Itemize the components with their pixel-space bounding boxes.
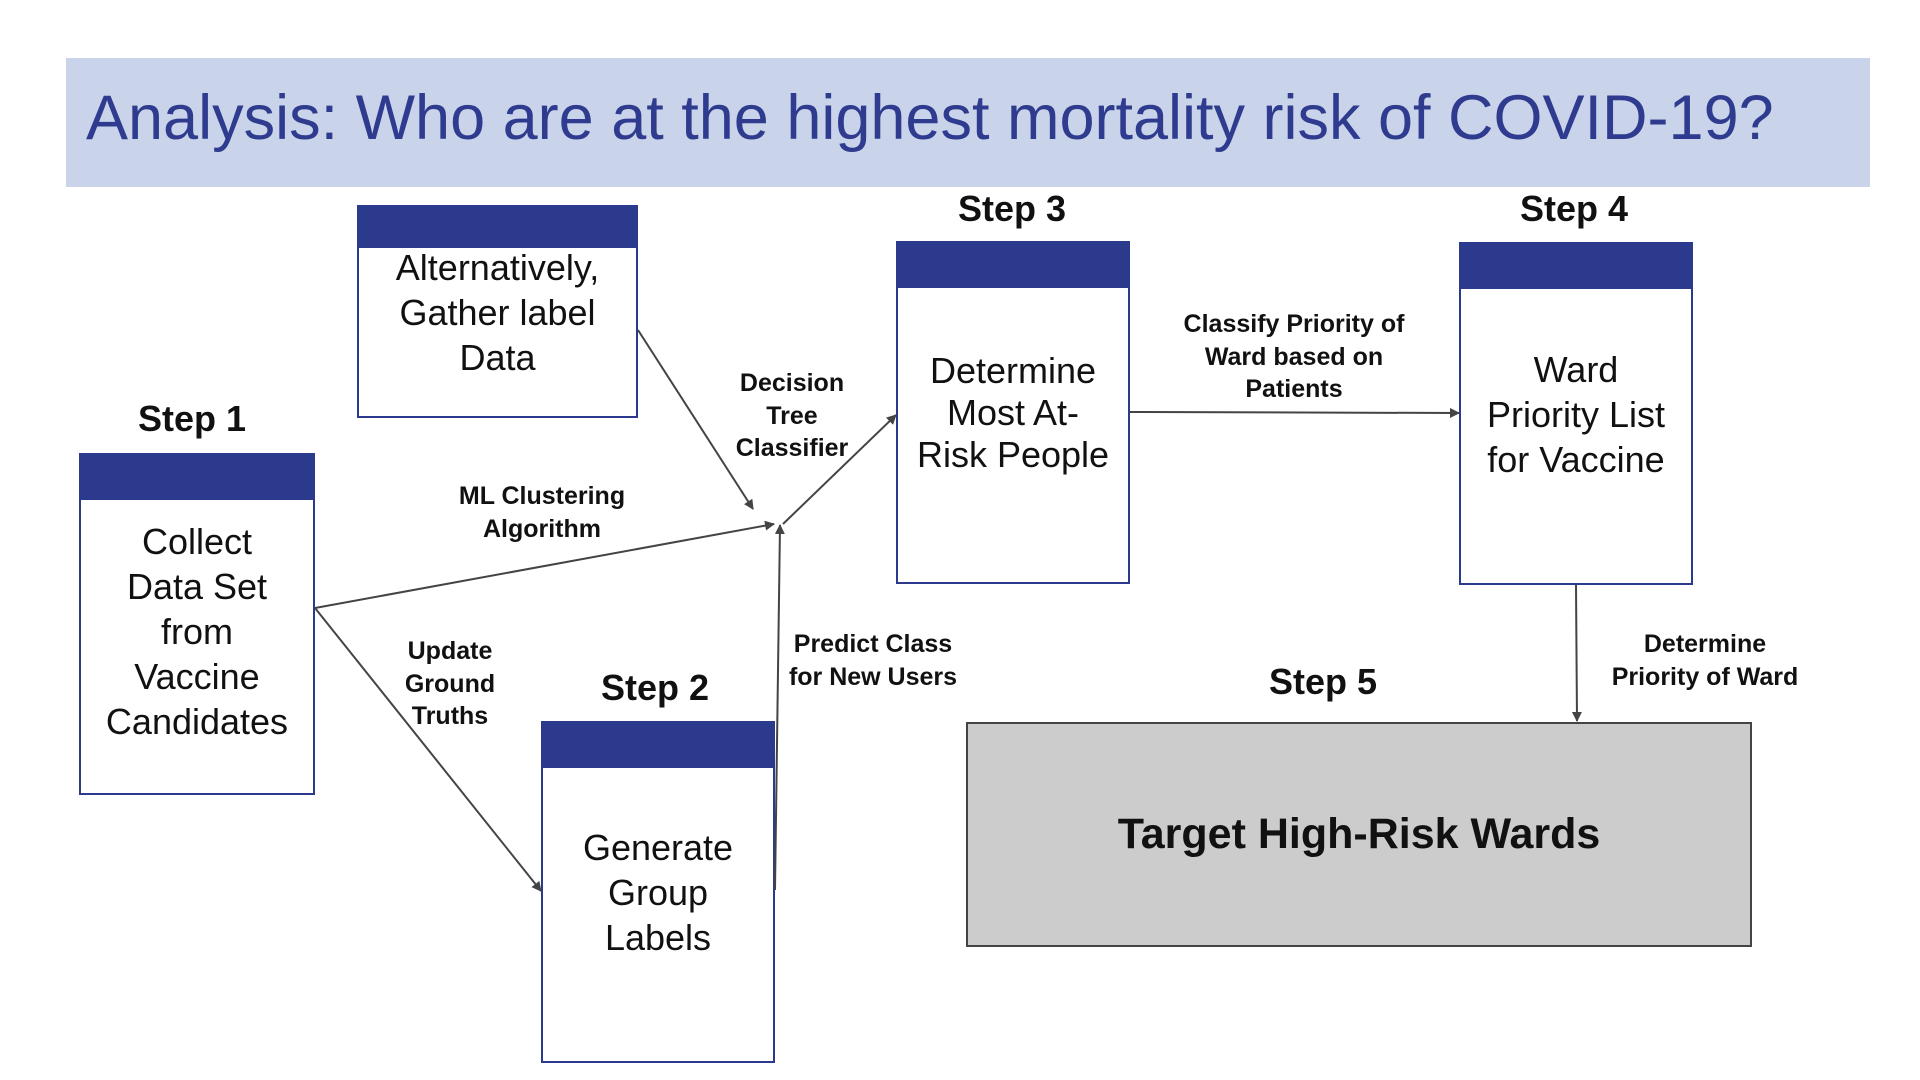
arrow-alt-to-junction	[637, 329, 754, 510]
step4-box: Ward Priority List for Vaccine	[1459, 242, 1693, 585]
step1-box: Collect Data Set from Vaccine Candidates	[79, 453, 315, 795]
step5-box: Target High-Risk Wards	[966, 722, 1752, 947]
alt-box-header	[359, 207, 636, 248]
step5-label: Step 5	[1269, 661, 1378, 702]
step3-box: Determine Most At-Risk People	[896, 241, 1130, 584]
page-title: Analysis: Who are at the highest mortali…	[86, 83, 1774, 153]
update-ground-truths-label: Update Ground Truths	[404, 637, 496, 730]
step4-box-header	[1461, 244, 1691, 289]
determine-priority-label: Determine Priority of Ward	[1611, 630, 1799, 691]
arrow-step2-to-junction	[774, 524, 785, 891]
step3-label: Step 3	[958, 188, 1067, 229]
arrow-step1-to-step2	[314, 607, 542, 892]
classify-priority-label: Classify Priority of Ward based on Patie…	[1183, 310, 1405, 403]
step2-box-header	[543, 723, 773, 768]
step2-box: Generate Group Labels	[541, 721, 775, 1063]
arrow-junction-to-step3	[782, 414, 897, 525]
step3-box-text: Determine Most At-Risk People	[916, 350, 1110, 475]
step1-box-text: Collect Data Set from Vaccine Candidates	[105, 521, 289, 742]
arrow-step4-to-step5	[1571, 584, 1582, 722]
alt-box-text: Alternatively, Gather label Data	[395, 247, 600, 378]
step4-box-text: Ward Priority List for Vaccine	[1486, 349, 1666, 480]
arrow-step1-to-junction	[314, 520, 775, 609]
ml-clustering-label: ML Clustering Algorithm	[458, 482, 626, 543]
step1-label: Step 1	[138, 398, 247, 439]
step3-box-header	[898, 243, 1128, 288]
step5-box-text: Target High-Risk Wards	[1117, 810, 1601, 858]
step2-box-text: Generate Group Labels	[582, 827, 734, 958]
title-banner: Analysis: Who are at the highest mortali…	[66, 58, 1870, 187]
alt-box: Alternatively, Gather label Data	[357, 205, 638, 418]
arrow-step3-to-step4	[1129, 407, 1460, 418]
decision-tree-label: Decision Tree Classifier	[735, 369, 849, 462]
step4-label: Step 4	[1520, 188, 1629, 229]
step2-label: Step 2	[601, 667, 710, 708]
predict-class-label: Predict Class for New Users	[788, 630, 958, 691]
step1-box-header	[81, 455, 313, 500]
